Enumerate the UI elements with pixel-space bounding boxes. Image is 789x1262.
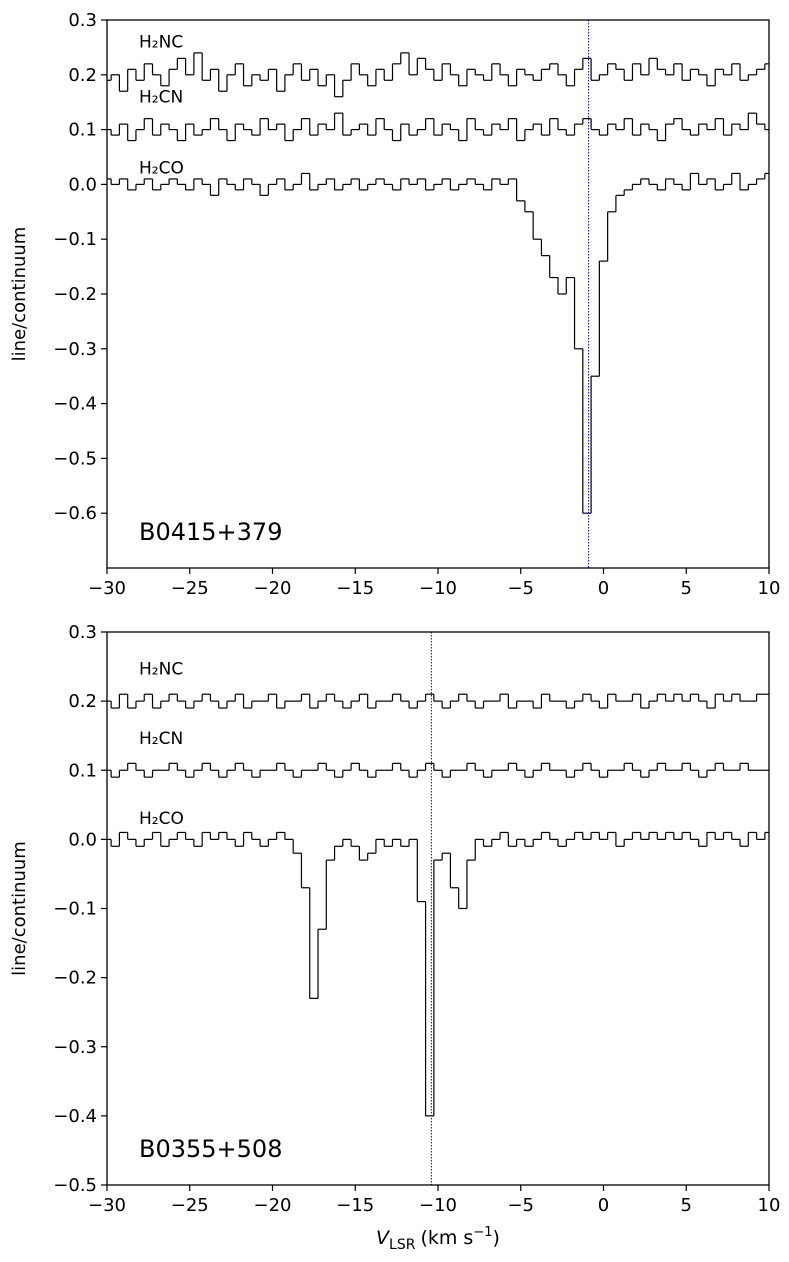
y-tick-label: −0.6 — [53, 503, 97, 524]
x-tick-label: −15 — [336, 578, 374, 599]
spectrum — [107, 172, 769, 514]
y-tick-label: 0.2 — [68, 691, 97, 712]
source-name: B0415+379 — [139, 518, 282, 546]
y-axis-label: line/continuum — [9, 841, 30, 976]
y-tick-label: 0.0 — [68, 829, 97, 850]
spectrum — [107, 693, 769, 709]
panel: −30 −25 −20 −15 −10 −5 0 5 10 0.3 0.2 0.1 0.0 −0.1 −0.… — [9, 10, 780, 599]
y-tick-label: −0.4 — [53, 394, 97, 415]
y-tick-label: 0.1 — [68, 760, 97, 781]
series-label: H₂NC — [139, 33, 183, 53]
series-label: H₂NC — [139, 660, 183, 680]
series-label: H₂CO — [139, 809, 184, 829]
step-riser — [110, 832, 766, 1116]
y-tick-label: 0.1 — [68, 120, 97, 141]
series-label: H₂CN — [139, 87, 183, 107]
y-tick-label: −0.2 — [53, 968, 97, 989]
spectrum — [107, 112, 769, 142]
y-tick-label: 0.2 — [68, 65, 97, 86]
spectrum — [107, 831, 769, 1117]
source-name: B0355+508 — [139, 1135, 282, 1163]
step-riser — [110, 763, 749, 778]
x-axis-label: VLSR (km s−1) — [376, 1225, 500, 1253]
x-label-unit: (km s — [420, 1227, 473, 1249]
x-label-subscript: LSR — [389, 1237, 416, 1253]
x-tick-label: 5 — [681, 578, 692, 599]
y-tick-label: −0.1 — [53, 899, 97, 920]
x-tick-label: −20 — [254, 578, 292, 599]
x-tick-label: −15 — [336, 1195, 374, 1216]
step-riser — [110, 52, 766, 97]
x-tick-label: 10 — [758, 578, 781, 599]
y-tick-label: −0.1 — [53, 229, 97, 250]
x-label-variable: V — [376, 1227, 391, 1249]
spectrum — [107, 52, 769, 98]
y-tick-label: 0.3 — [68, 10, 97, 31]
x-tick-label: 0 — [598, 578, 609, 599]
x-label-exponent: −1 — [473, 1225, 492, 1240]
x-tick-label: −5 — [507, 1195, 534, 1216]
axes-frame — [106, 19, 770, 569]
panel: −30 −25 −20 −15 −10 −5 0 5 10 0.3 0.2 0.1 0.0 −0.1 −0.… — [9, 622, 780, 1253]
x-tick-label: 0 — [598, 1195, 609, 1216]
spectrum — [107, 762, 769, 778]
x-label-close: ) — [493, 1227, 500, 1249]
x-tick-label: −5 — [507, 578, 534, 599]
series-label: H₂CO — [139, 158, 184, 178]
step-riser — [110, 173, 766, 514]
y-axis-label: line/continuum — [9, 227, 30, 362]
x-tick-label: −10 — [419, 578, 457, 599]
x-tick-label: −20 — [254, 1195, 292, 1216]
y-tick-label: 0.0 — [68, 174, 97, 195]
x-tick-label: −25 — [171, 578, 209, 599]
y-tick-label: −0.4 — [53, 1106, 97, 1127]
y-tick-label: −0.5 — [53, 1175, 97, 1196]
y-tick-label: 0.3 — [68, 622, 97, 643]
y-tick-label: −0.2 — [53, 284, 97, 305]
y-tick-label: −0.3 — [53, 339, 97, 360]
y-tick-label: −0.3 — [53, 1037, 97, 1058]
y-tick-label: −0.5 — [53, 448, 97, 469]
axes-frame — [106, 631, 770, 1186]
x-tick-label: −30 — [88, 578, 126, 599]
x-tick-label: −25 — [171, 1195, 209, 1216]
x-tick-label: −10 — [419, 1195, 457, 1216]
step-riser — [110, 113, 766, 141]
series-label: H₂CN — [139, 729, 183, 749]
x-tick-label: 5 — [681, 1195, 692, 1216]
x-tick-label: 10 — [758, 1195, 781, 1216]
x-tick-label: −30 — [88, 1195, 126, 1216]
